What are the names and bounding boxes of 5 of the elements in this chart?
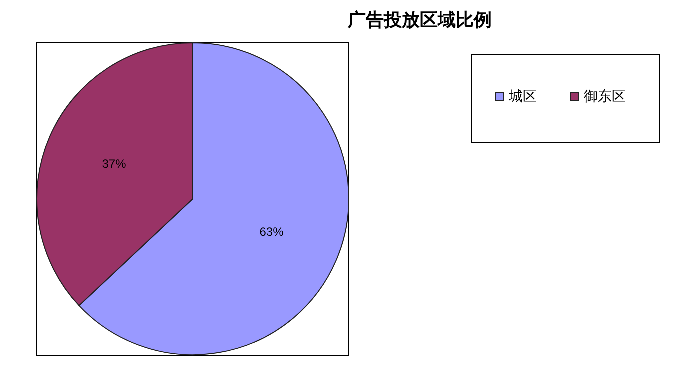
- legend-label: 御东区: [584, 88, 626, 104]
- data-label: 63%: [260, 225, 284, 240]
- legend-label: 城区: [508, 88, 537, 104]
- data-label: 37%: [102, 157, 127, 172]
- chart-title: 广告投放区域比例: [347, 10, 492, 31]
